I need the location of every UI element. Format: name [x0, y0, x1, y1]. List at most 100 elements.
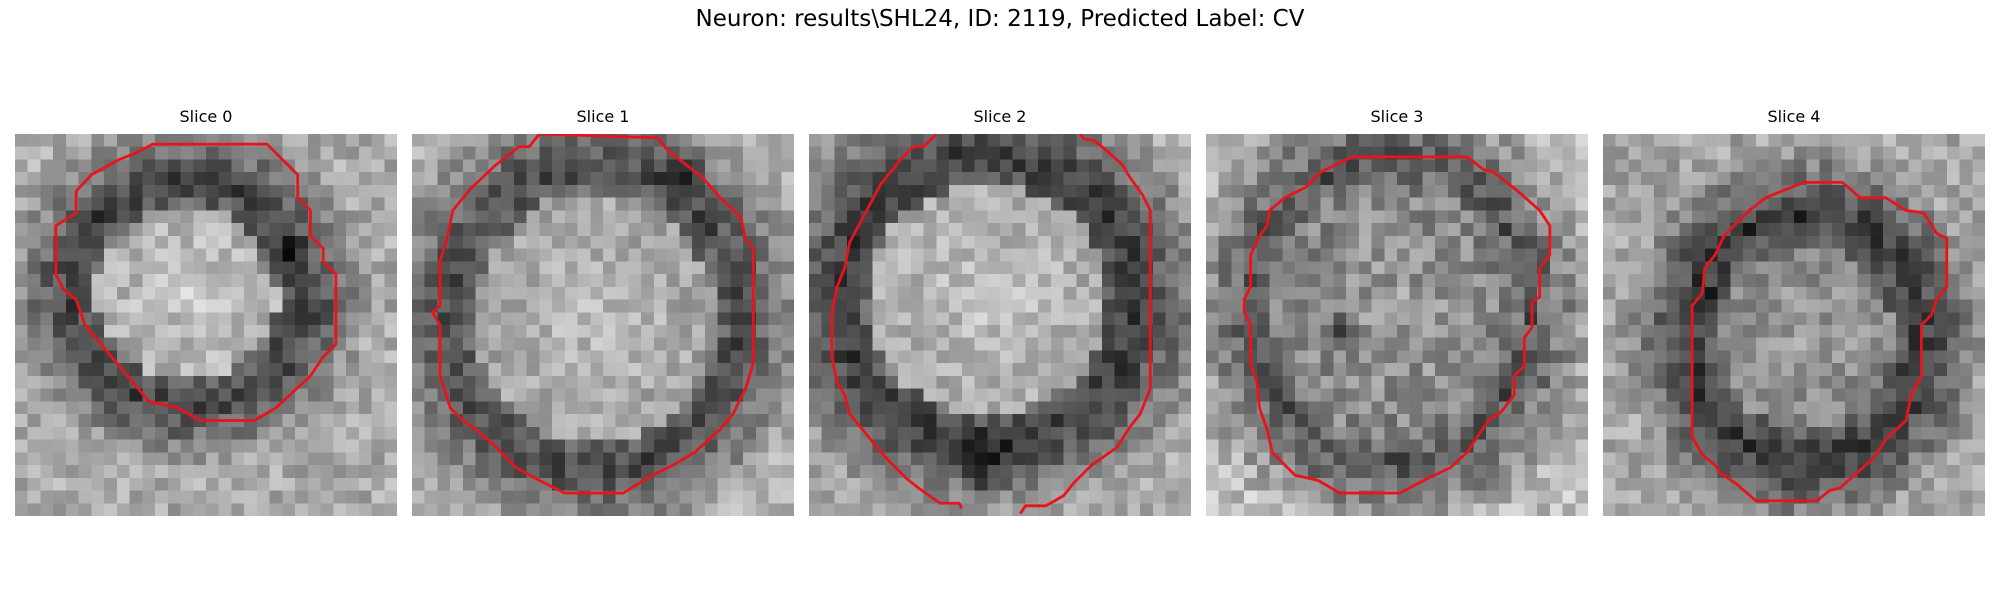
pixel — [40, 426, 54, 440]
pixel — [40, 210, 54, 224]
pixel — [1844, 401, 1858, 415]
pixel — [1628, 375, 1642, 389]
pixel — [437, 477, 451, 491]
pixel — [1717, 490, 1731, 504]
pixel — [155, 452, 169, 466]
pixel — [1050, 312, 1064, 326]
pixel — [1178, 184, 1191, 198]
pixel — [704, 197, 718, 211]
pixel — [1524, 248, 1538, 262]
pixel — [730, 375, 744, 389]
figure-title: Neuron: results\SHL24, ID: 2119, Predict… — [695, 6, 1305, 32]
pixel — [859, 274, 873, 288]
pixel — [1562, 274, 1576, 288]
pixel — [666, 248, 680, 262]
pixel — [167, 465, 181, 479]
pixel — [577, 223, 591, 237]
pixel — [1218, 477, 1232, 491]
pixel — [1256, 350, 1270, 364]
pixel — [743, 490, 757, 504]
pixel — [898, 261, 912, 275]
pixel — [27, 503, 41, 516]
pixel — [1832, 439, 1846, 453]
pixel — [961, 172, 975, 186]
pixel — [180, 375, 194, 389]
pixel — [1152, 184, 1166, 198]
pixel — [717, 299, 731, 313]
pixel — [1511, 439, 1525, 453]
pixel — [53, 452, 67, 466]
pixel — [1101, 286, 1115, 300]
pixel — [1972, 286, 1985, 300]
pixel — [961, 248, 975, 262]
pixel — [412, 274, 425, 288]
pixel — [949, 210, 963, 224]
pixel — [1717, 503, 1731, 516]
pixel — [1244, 477, 1258, 491]
pixel — [91, 184, 105, 198]
pixel — [679, 503, 693, 516]
pixel — [384, 134, 397, 147]
pixel — [577, 248, 591, 262]
pixel — [155, 299, 169, 313]
pixel — [1653, 426, 1667, 440]
pixel — [1857, 426, 1871, 440]
pixel — [1295, 325, 1309, 338]
pixel — [320, 426, 334, 440]
pixel — [1768, 210, 1782, 224]
pixel — [1562, 223, 1576, 237]
pixel — [1397, 401, 1410, 415]
pixel — [1641, 477, 1655, 491]
pixel — [730, 490, 744, 504]
pixel — [1307, 286, 1321, 300]
pixel — [1895, 465, 1909, 479]
pixel — [1206, 375, 1219, 389]
pixel — [1537, 159, 1551, 173]
pixel — [834, 197, 848, 211]
pixel — [1946, 414, 1960, 428]
pixel — [743, 401, 757, 415]
pixel — [1844, 210, 1858, 224]
pixel — [1832, 375, 1846, 389]
pixel — [1218, 286, 1232, 300]
pixel — [898, 134, 912, 147]
pixel — [936, 325, 950, 338]
pixel — [501, 426, 515, 440]
pixel — [1101, 274, 1115, 288]
pixel — [295, 235, 309, 249]
pixel — [1486, 146, 1500, 160]
pixel — [679, 172, 693, 186]
pixel — [155, 414, 169, 428]
pixel — [167, 197, 181, 211]
pixel — [1704, 210, 1718, 224]
pixel — [1165, 235, 1179, 249]
pixel — [437, 197, 451, 211]
pixel — [1025, 337, 1039, 351]
pixel — [1537, 490, 1551, 504]
pixel — [1000, 388, 1013, 402]
pixel — [1127, 452, 1141, 466]
pixel — [1498, 426, 1512, 440]
pixel — [1038, 439, 1052, 453]
pixel — [987, 197, 1001, 211]
pixel — [1460, 401, 1474, 415]
pixel — [717, 490, 731, 504]
pixel — [1269, 172, 1283, 186]
pixel — [1844, 477, 1858, 491]
pixel — [809, 261, 822, 275]
pixel — [1666, 388, 1680, 402]
pixel — [475, 197, 489, 211]
pixel — [1549, 197, 1563, 211]
pixel — [768, 159, 782, 173]
pixel — [1346, 414, 1360, 428]
pixel — [1486, 363, 1500, 377]
pixel — [1666, 248, 1680, 262]
pixel — [40, 299, 54, 313]
pixel — [475, 261, 489, 275]
pixel — [475, 490, 489, 504]
pixel — [949, 274, 963, 288]
pixel — [1012, 426, 1026, 440]
pixel — [513, 235, 527, 249]
pixel — [679, 235, 693, 249]
pixel — [1641, 261, 1655, 275]
